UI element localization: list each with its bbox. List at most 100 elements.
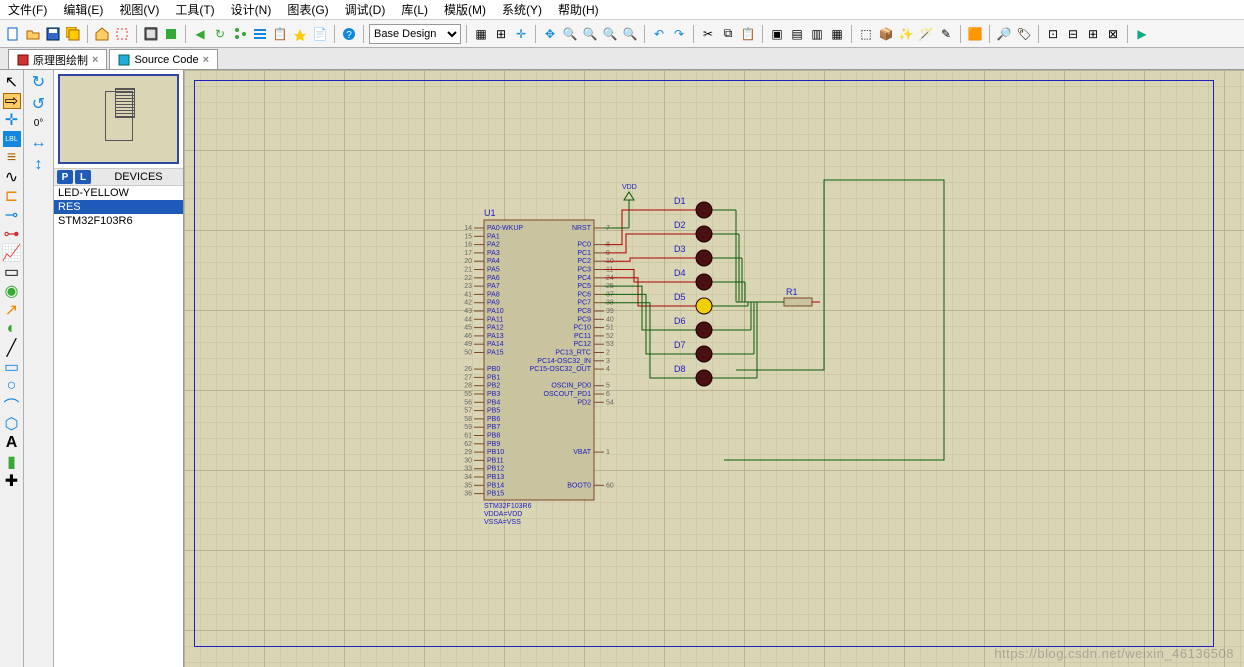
schematic-canvas[interactable]: U1 STM32F103R6 VDDA=VDD VSSA=VSS 14PA0-W… <box>184 70 1244 667</box>
paste-icon[interactable]: 📋 <box>739 25 757 43</box>
pick-icon[interactable]: ⬚ <box>857 25 875 43</box>
gen-icon[interactable]: ◉ <box>3 283 21 299</box>
select-icon[interactable]: ↖ <box>3 74 21 90</box>
menu-file[interactable]: 文件(F) <box>0 1 55 18</box>
redo-icon[interactable]: ↷ <box>670 25 688 43</box>
svg-text:60: 60 <box>606 482 614 489</box>
overview-pane[interactable] <box>58 74 179 164</box>
subckt-icon[interactable]: ⊏ <box>3 188 21 204</box>
rotate-ccw-icon[interactable]: ↺ <box>30 96 48 112</box>
menu-tools[interactable]: 工具(T) <box>167 1 222 18</box>
track-icon[interactable]: ⊞ <box>1084 25 1102 43</box>
erc-icon[interactable] <box>291 25 309 43</box>
block-delete-icon[interactable]: ▦ <box>828 25 846 43</box>
pan-icon[interactable]: ✥ <box>541 25 559 43</box>
label-icon[interactable]: LBL <box>3 131 21 147</box>
menu-graph[interactable]: 图表(G) <box>279 1 336 18</box>
line-icon[interactable]: ╱ <box>3 340 21 356</box>
tab-source[interactable]: Source Code × <box>109 49 218 69</box>
svg-text:16: 16 <box>464 242 472 249</box>
area-icon[interactable] <box>113 25 131 43</box>
block-move-icon[interactable]: ▤ <box>788 25 806 43</box>
cut-icon[interactable]: ✂ <box>699 25 717 43</box>
tree-icon[interactable] <box>231 25 249 43</box>
bus-icon[interactable]: ∿ <box>3 169 21 185</box>
junction-icon[interactable]: ✛ <box>3 112 21 128</box>
list-icon[interactable] <box>251 25 269 43</box>
undo-icon[interactable]: ↶ <box>650 25 668 43</box>
design-combo[interactable]: Base Design <box>369 24 461 44</box>
menu-design[interactable]: 设计(N) <box>223 1 280 18</box>
rotate-cw-icon[interactable]: ↻ <box>30 74 48 90</box>
new-icon[interactable] <box>4 25 22 43</box>
home-icon[interactable] <box>93 25 111 43</box>
tape-icon[interactable]: ▭ <box>3 264 21 280</box>
arc-icon[interactable]: ⌒ <box>3 397 21 413</box>
list-item[interactable]: RES <box>54 200 183 214</box>
package-icon[interactable]: 📦 <box>877 25 895 43</box>
symbol-icon[interactable]: ▮ <box>3 454 21 470</box>
menu-system[interactable]: 系统(Y) <box>494 1 550 18</box>
component-icon[interactable]: ⇨ <box>3 93 21 109</box>
zoomin-icon[interactable]: 🔍 <box>561 25 579 43</box>
list-item[interactable]: STM32F103R6 <box>54 214 183 228</box>
saveall-icon[interactable] <box>64 25 82 43</box>
grid-dots-icon[interactable]: ⊞ <box>492 25 510 43</box>
terminal-icon[interactable]: ⊸ <box>3 207 21 223</box>
autoroute-icon[interactable]: ⊟ <box>1064 25 1082 43</box>
menu-template[interactable]: 模版(M) <box>436 1 494 18</box>
box-icon[interactable]: ▭ <box>3 359 21 375</box>
l-button[interactable]: L <box>75 170 91 184</box>
tab-schematic[interactable]: 原理图绘制 × <box>8 49 107 69</box>
meter-icon[interactable]: ◐ <box>3 321 21 337</box>
arena-icon[interactable]: 🟧 <box>966 25 984 43</box>
menu-library[interactable]: 库(L) <box>393 1 436 18</box>
copy-icon[interactable]: ⧉ <box>719 25 737 43</box>
menu-help[interactable]: 帮助(H) <box>550 1 607 18</box>
back-icon[interactable]: ◀ <box>191 25 209 43</box>
close-icon[interactable]: × <box>92 54 98 66</box>
device-list[interactable]: LED-YELLOW RES STM32F103R6 <box>54 186 183 667</box>
play-icon[interactable]: ▶ <box>1133 25 1151 43</box>
block-copy-icon[interactable]: ▣ <box>768 25 786 43</box>
textA-icon[interactable]: A <box>3 435 21 451</box>
help-icon[interactable]: ? <box>340 25 358 43</box>
prog-icon[interactable] <box>162 25 180 43</box>
svg-text:27: 27 <box>464 374 472 381</box>
block-rotate-icon[interactable]: ▥ <box>808 25 826 43</box>
zoomfit-icon[interactable]: 🔍 <box>601 25 619 43</box>
close-icon[interactable]: × <box>203 54 209 66</box>
circle-icon[interactable]: ○ <box>3 378 21 394</box>
list-item[interactable]: LED-YELLOW <box>54 186 183 200</box>
zoomout-icon[interactable]: 🔍 <box>581 25 599 43</box>
flip-v-icon[interactable]: ↕ <box>30 157 48 173</box>
tag-icon[interactable]: 🏷 <box>1015 25 1033 43</box>
chip-icon[interactable]: 🔲 <box>142 25 160 43</box>
menu-edit[interactable]: 编辑(E) <box>55 1 111 18</box>
origin-icon[interactable]: ✛ <box>512 25 530 43</box>
graph-icon[interactable]: 📈 <box>3 245 21 261</box>
probe-icon[interactable]: ↗ <box>3 302 21 318</box>
save-icon[interactable] <box>44 25 62 43</box>
marker-icon[interactable]: ✚ <box>3 473 21 489</box>
zoomarea-icon[interactable]: 🔍 <box>621 25 639 43</box>
menu-view[interactable]: 视图(V) <box>111 1 167 18</box>
autoplace-icon[interactable]: ⊡ <box>1044 25 1062 43</box>
via-icon[interactable]: ⊠ <box>1104 25 1122 43</box>
decompose-icon[interactable]: ✨ <box>897 25 915 43</box>
text-icon[interactable]: ≡ <box>3 150 21 166</box>
p-button[interactable]: P <box>57 170 73 184</box>
bom-icon[interactable]: 📋 <box>271 25 289 43</box>
grid-snap-icon[interactable]: ▦ <box>472 25 490 43</box>
edit-icon[interactable]: ✎ <box>937 25 955 43</box>
path-icon[interactable]: ⬡ <box>3 416 21 432</box>
pin-icon[interactable]: ⊶ <box>3 226 21 242</box>
flip-h-icon[interactable]: ↔ <box>30 135 48 151</box>
report-icon[interactable]: 📄 <box>311 25 329 43</box>
open-icon[interactable] <box>24 25 42 43</box>
svg-text:44: 44 <box>464 316 472 323</box>
wand-icon[interactable]: 🪄 <box>917 25 935 43</box>
refresh-icon[interactable]: ↻ <box>211 25 229 43</box>
find-icon[interactable]: 🔎 <box>995 25 1013 43</box>
menu-debug[interactable]: 调试(D) <box>337 1 394 18</box>
